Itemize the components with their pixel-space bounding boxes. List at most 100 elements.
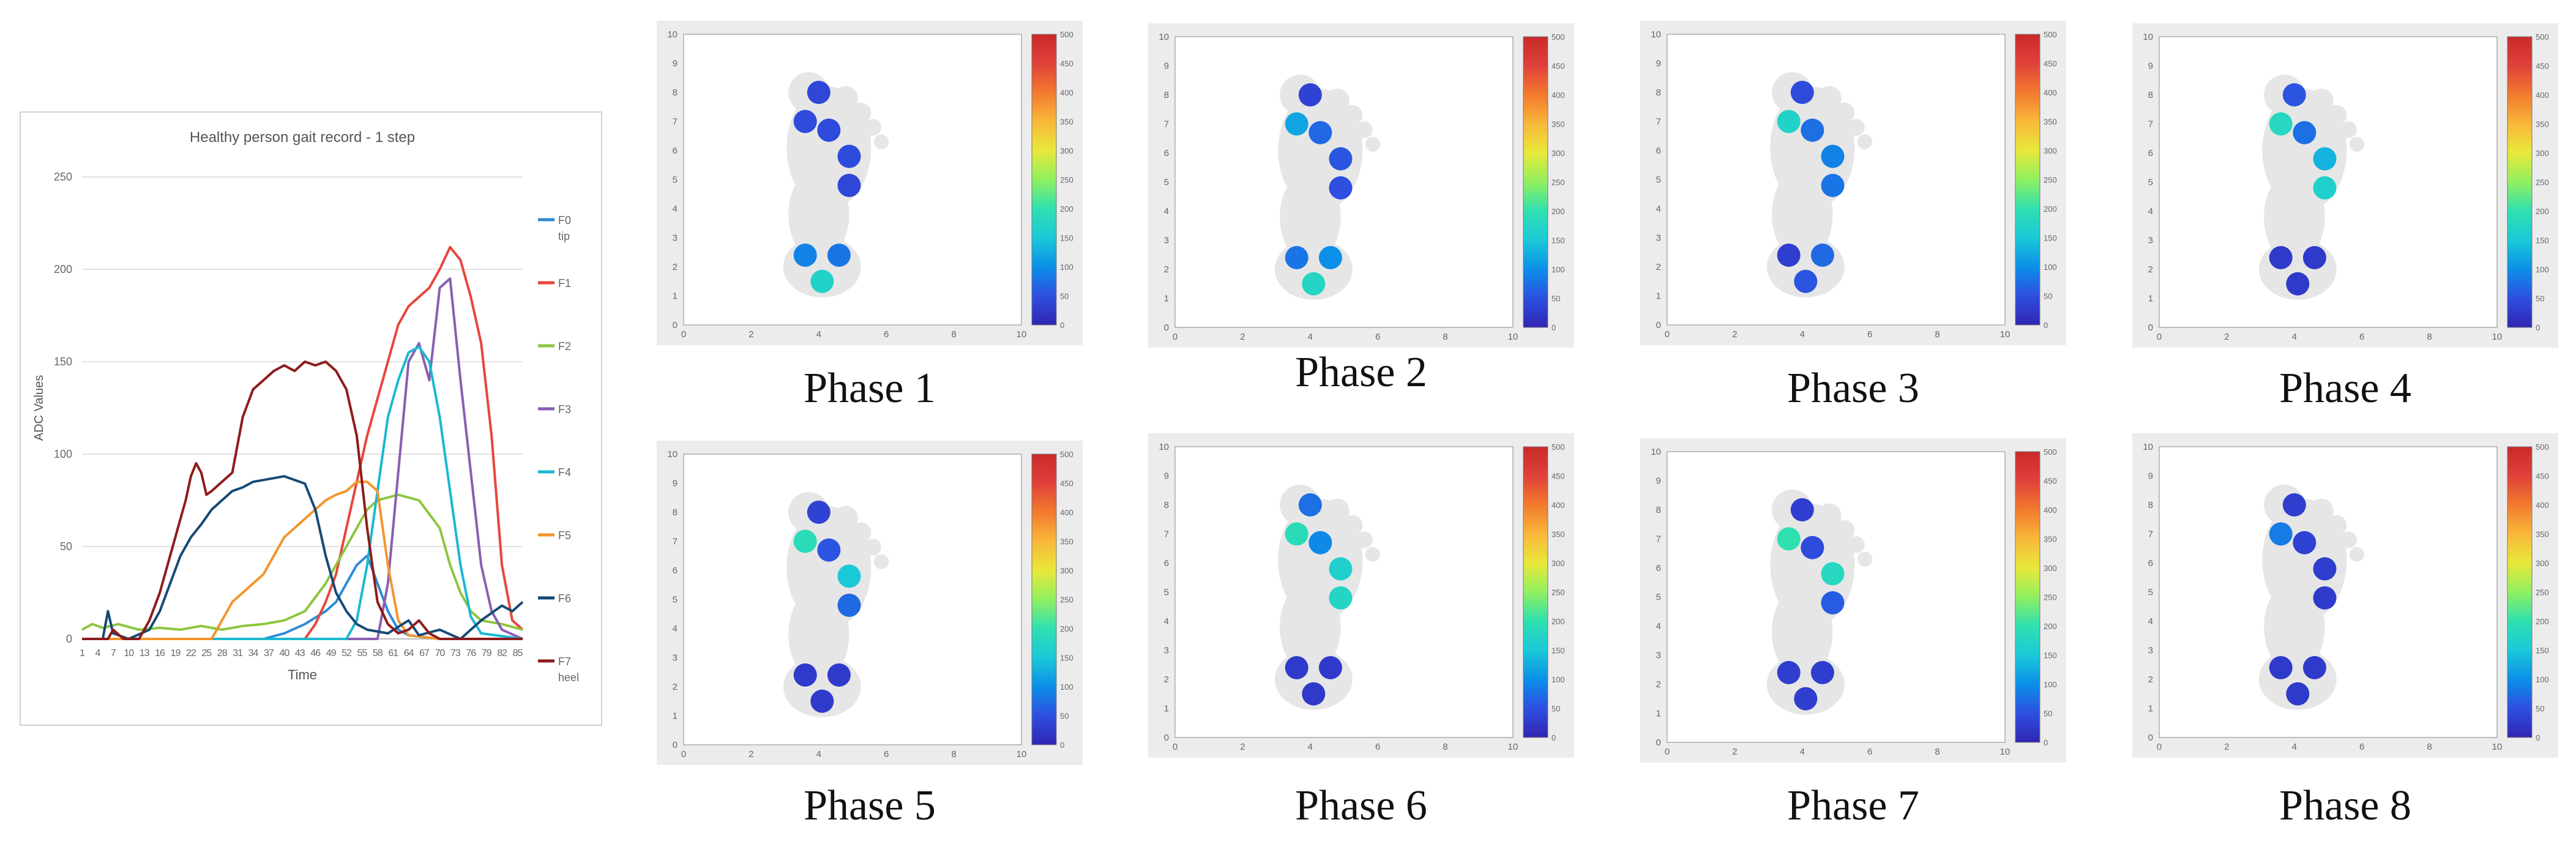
x-tick-label: 40 (279, 648, 289, 659)
sensor-dot (1309, 531, 1332, 554)
y-tick-label: 3 (673, 653, 678, 663)
y-tick-label: 1 (1656, 291, 1661, 302)
y-tick-label: 1 (673, 291, 678, 302)
sensor-dot (793, 110, 817, 133)
colorbar (2507, 36, 2533, 328)
x-tick-label: 10 (1508, 332, 1518, 342)
y-tick-label: 50 (60, 540, 72, 553)
colorbar-tick-label: 50 (2536, 294, 2544, 304)
y-tick-label: 0 (673, 320, 678, 330)
y-tick-label: 7 (2148, 529, 2153, 540)
y-tick-label: 0 (66, 633, 72, 645)
colorbar-tick-label: 0 (1060, 741, 1064, 750)
colorbar-tick-label: 150 (2044, 651, 2057, 660)
x-tick-label: 6 (2359, 742, 2364, 752)
colorbar-tick-label: 300 (1060, 566, 1073, 575)
series-line (81, 493, 523, 631)
colorbar-tick-label: 250 (1060, 176, 1073, 185)
colorbar-tick-label: 150 (2044, 234, 2057, 243)
y-tick-label: 1 (2148, 704, 2153, 714)
colorbar (2015, 451, 2040, 743)
y-tick-label: 8 (1656, 88, 1661, 98)
phase-caption-5: Phase 5 (804, 782, 936, 829)
colorbar-tick-label: 300 (1060, 146, 1073, 155)
y-tick-label: 9 (2148, 471, 2153, 482)
series-line (82, 554, 523, 640)
colorbar-tick-label: 0 (2044, 738, 2048, 747)
x-tick-label: 31 (233, 648, 243, 659)
series-line (82, 277, 523, 640)
y-tick-label: 9 (1164, 61, 1169, 72)
colorbar-tick-label: 250 (1060, 595, 1073, 605)
legend-label: tip (558, 230, 570, 242)
x-tick-label: 4 (1800, 747, 1805, 757)
sensor-dot (1821, 144, 1845, 168)
phase-panel-1: 0 1 2 3 4 5 6 7 8 9 10 0 2 4 6 8 10 0 50 100 150 200 250 300 350… (657, 21, 1083, 345)
phase-caption-7: Phase 7 (1787, 782, 1919, 829)
colorbar-tick-label: 300 (2536, 149, 2549, 158)
x-tick-label: 61 (388, 648, 398, 659)
y-tick-label: 6 (1656, 146, 1661, 156)
colorbar-tick-label: 500 (2536, 32, 2549, 42)
sensor-dot (807, 501, 831, 524)
colorbar-tick-label: 300 (2044, 564, 2057, 573)
colorbar-tick-label: 400 (2044, 88, 2057, 97)
x-tick-label: 0 (2157, 742, 2162, 752)
x-tick-label: 10 (1017, 749, 1027, 759)
x-tick-label: 2 (1732, 329, 1737, 340)
y-tick-label: 4 (673, 204, 678, 214)
y-tick-label: 10 (2143, 442, 2153, 452)
y-tick-label: 200 (54, 263, 72, 275)
x-tick-label: 37 (264, 648, 274, 659)
colorbar-tick-label: 0 (1551, 733, 1556, 742)
x-tick-label: 8 (1443, 742, 1447, 752)
y-tick-label: 0 (1656, 737, 1661, 748)
x-tick-label: 28 (217, 648, 228, 659)
colorbar-tick-label: 250 (1551, 588, 1565, 597)
colorbar-tick-label: 200 (1060, 204, 1073, 214)
colorbar-tick-label: 500 (2044, 30, 2057, 39)
phase-panel-5: 0 1 2 3 4 5 6 7 8 9 10 0 2 4 6 8 10 0 50 100 150 200 250 300 350… (657, 441, 1083, 765)
chart-title: Healthy person gait record - 1 step (190, 129, 415, 146)
colorbar-tick-label: 200 (1060, 624, 1073, 633)
x-tick-label: 70 (435, 648, 446, 659)
x-tick-label: 2 (749, 749, 753, 759)
y-tick-label: 10 (1159, 442, 1169, 452)
sensor-dot (1777, 244, 1801, 267)
x-tick-label: 82 (497, 648, 507, 659)
y-tick-label: 5 (673, 595, 678, 605)
y-tick-label: 4 (1164, 616, 1169, 627)
phase-caption-2: Phase 2 (1295, 349, 1427, 396)
y-tick-label: 2 (1164, 674, 1169, 685)
sensor-dot (2313, 586, 2337, 610)
x-tick-label: 76 (466, 648, 476, 659)
sensor-dot (1285, 246, 1309, 269)
colorbar-tick-label: 100 (1060, 682, 1073, 692)
series-line (82, 480, 523, 640)
colorbar-tick-label: 300 (2536, 559, 2549, 568)
colorbar-tick-label: 400 (2536, 91, 2549, 100)
x-tick-label: 8 (1443, 332, 1447, 342)
x-tick-label: 2 (1240, 332, 1245, 342)
x-tick-label: 6 (1867, 329, 1872, 340)
y-tick-label: 10 (1159, 32, 1169, 42)
sensor-dot (1801, 118, 1824, 142)
line-chart-svg: Healthy person gait record - 1 step 0 50 10… (32, 129, 579, 684)
colorbar-tick-label: 450 (1060, 479, 1073, 488)
y-tick-label: 8 (2148, 500, 2153, 510)
sensor-dot (1329, 557, 1353, 581)
sensor-dot (1821, 562, 1845, 586)
colorbar-tick-label: 300 (1551, 149, 1565, 158)
y-tick-label: 5 (1656, 592, 1661, 603)
sensor-dot (2302, 246, 2326, 269)
x-tick-label: 13 (140, 648, 150, 659)
y-tick-label: 6 (1656, 563, 1661, 573)
y-tick-label: 5 (1164, 588, 1169, 598)
x-tick-label: 4 (2292, 332, 2297, 342)
x-tick-label: 58 (373, 648, 383, 659)
phase-caption-4: Phase 4 (2279, 365, 2411, 412)
